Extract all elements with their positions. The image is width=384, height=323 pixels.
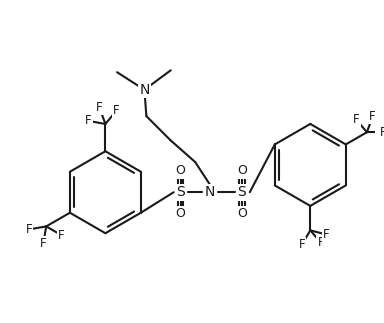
Text: F: F	[26, 223, 32, 236]
Text: O: O	[175, 164, 185, 177]
Text: F: F	[323, 228, 329, 241]
Text: N: N	[139, 83, 150, 97]
Text: F: F	[380, 126, 384, 139]
Text: O: O	[175, 207, 185, 220]
Text: F: F	[58, 229, 65, 242]
Text: S: S	[238, 185, 247, 199]
Text: O: O	[237, 207, 247, 220]
Text: F: F	[299, 238, 305, 251]
Text: F: F	[353, 113, 359, 126]
Text: F: F	[318, 236, 324, 249]
Text: F: F	[85, 114, 91, 127]
Text: F: F	[369, 110, 376, 123]
Text: N: N	[205, 185, 215, 199]
Text: F: F	[40, 237, 46, 250]
Text: O: O	[237, 164, 247, 177]
Text: F: F	[113, 104, 120, 117]
Text: S: S	[176, 185, 185, 199]
Text: F: F	[96, 101, 103, 114]
